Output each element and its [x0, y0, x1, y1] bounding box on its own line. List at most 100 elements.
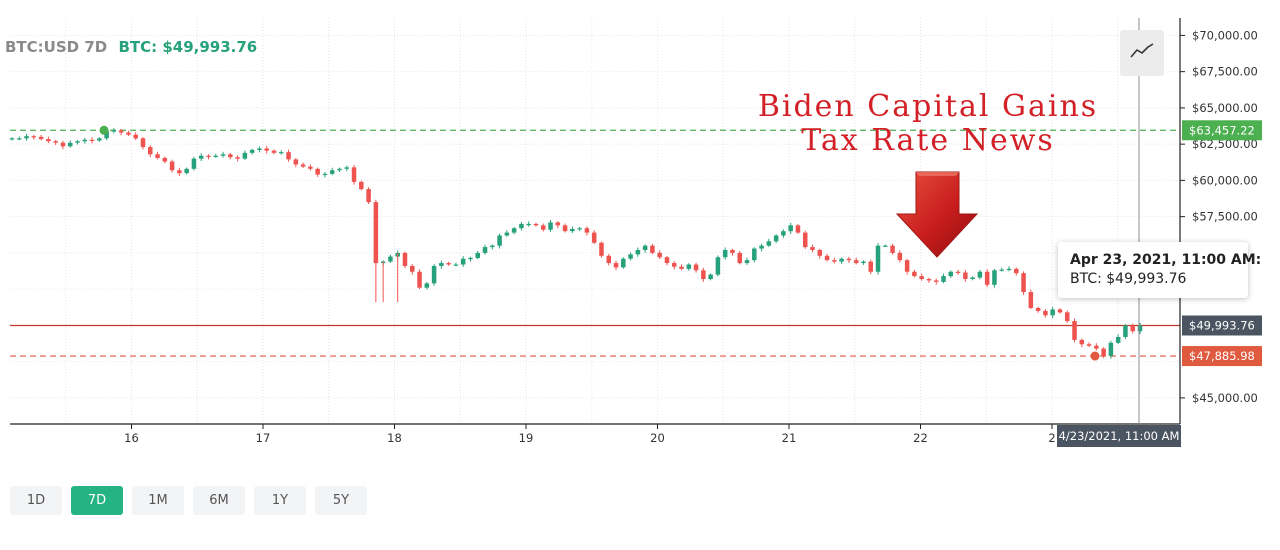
candle-body	[555, 222, 561, 226]
candle-body	[752, 248, 757, 261]
candle-body	[853, 260, 859, 264]
x-tick-label: 17	[256, 431, 271, 445]
candle-body	[271, 150, 277, 153]
candle-body	[497, 235, 502, 246]
candle-body	[60, 142, 66, 147]
candle-body	[46, 139, 51, 142]
timeframe-7d-button[interactable]: 7D	[71, 486, 123, 515]
candle-body	[868, 261, 873, 272]
candle-body	[490, 245, 495, 248]
candle-body	[198, 155, 204, 159]
candle-body	[17, 138, 22, 140]
y-tick-label: $67,500.00	[1192, 65, 1258, 79]
candle-body	[322, 173, 328, 176]
candle-body	[548, 222, 553, 230]
candle-body	[730, 250, 735, 253]
candle-body	[235, 157, 240, 159]
crosshair-date-label: 4/23/2021, 11:00 AM	[1059, 429, 1180, 443]
candle-body	[635, 250, 641, 255]
candle-body	[788, 225, 793, 232]
candle-body	[75, 141, 80, 143]
candle-body	[606, 255, 612, 264]
candle-body	[919, 276, 924, 279]
candle-body	[883, 245, 888, 247]
candle-body	[475, 252, 481, 258]
timeframe-1m-button[interactable]: 1M	[132, 486, 184, 515]
candle-body	[148, 147, 153, 155]
candle-body	[155, 154, 160, 158]
low-price-label: $47,885.98	[1189, 349, 1255, 363]
candle-body	[875, 245, 881, 272]
candle-body	[31, 136, 37, 138]
candle-body	[693, 264, 699, 271]
candle-body	[242, 152, 248, 159]
news-annotation: Biden Capital Gains Tax Rate News	[758, 89, 1096, 258]
y-tick-label: $57,500.00	[1192, 210, 1258, 224]
chart-header: BTC:USD 7D BTC: $49,993.76	[5, 38, 257, 56]
candle-body	[824, 255, 830, 261]
chart-type-button[interactable]	[1120, 30, 1164, 76]
candle-body	[1035, 308, 1041, 311]
timeframe-6m-button[interactable]: 6M	[193, 486, 245, 515]
candle-body	[126, 132, 131, 135]
candle-body	[1043, 310, 1048, 316]
y-tick-label: $65,000.00	[1192, 101, 1258, 115]
candle-body	[366, 189, 371, 203]
candle-body	[308, 166, 313, 169]
candle-body	[359, 181, 364, 190]
candle-body	[1094, 345, 1099, 349]
candle-body	[329, 170, 335, 174]
candle-body	[431, 265, 437, 284]
timeframe-5y-button[interactable]: 5Y	[315, 486, 367, 515]
candle-body	[890, 245, 895, 253]
candle-body	[759, 245, 764, 249]
candle-body	[628, 254, 633, 259]
timeframe-1y-button[interactable]: 1Y	[254, 486, 306, 515]
candle-body	[671, 263, 677, 267]
candle-body	[650, 245, 655, 253]
tooltip-value: BTC: $49,993.76	[1070, 271, 1187, 287]
candle-body	[897, 252, 903, 261]
candle-body	[912, 271, 917, 277]
current-price-tag	[1182, 315, 1262, 336]
candle-body	[992, 270, 997, 285]
candle-body	[169, 161, 175, 171]
timeframe-1d-button[interactable]: 1D	[10, 486, 62, 515]
candle-body	[111, 130, 117, 132]
candle-body	[162, 157, 168, 162]
candle-body	[460, 258, 466, 265]
candle-body	[955, 271, 961, 273]
candle-body	[584, 228, 590, 233]
candle-body	[373, 202, 379, 264]
reference-lines	[10, 129, 1180, 357]
y-tick-label: $70,000.00	[1192, 28, 1258, 42]
low-marker	[1090, 351, 1100, 361]
high-price-tag	[1182, 120, 1262, 141]
candle-body	[686, 264, 692, 269]
candle-body	[504, 232, 510, 236]
candle-body	[999, 269, 1004, 271]
candle-body	[1014, 268, 1019, 274]
candle-body	[832, 260, 837, 262]
candle-body	[133, 134, 138, 139]
candle-body	[286, 152, 291, 160]
candle-body	[1064, 312, 1070, 322]
candle-body	[439, 263, 444, 266]
candle-body	[9, 138, 15, 140]
price-label: BTC: $49,993.76	[118, 38, 258, 56]
candle-body	[591, 232, 597, 243]
candle-body	[1108, 342, 1114, 356]
candle-body	[1079, 339, 1085, 345]
crosshair: 4/23/2021, 11:00 AM	[1057, 18, 1181, 447]
candle-body	[1137, 325, 1143, 332]
candle-body	[453, 264, 459, 266]
candle-body	[388, 256, 393, 262]
candle-body	[351, 167, 357, 182]
candle-body	[1123, 325, 1128, 337]
candle-body	[744, 260, 750, 264]
candle-body	[715, 257, 721, 275]
candle-body	[206, 155, 211, 157]
candle-body	[1130, 325, 1135, 332]
candle-body	[1006, 268, 1012, 271]
